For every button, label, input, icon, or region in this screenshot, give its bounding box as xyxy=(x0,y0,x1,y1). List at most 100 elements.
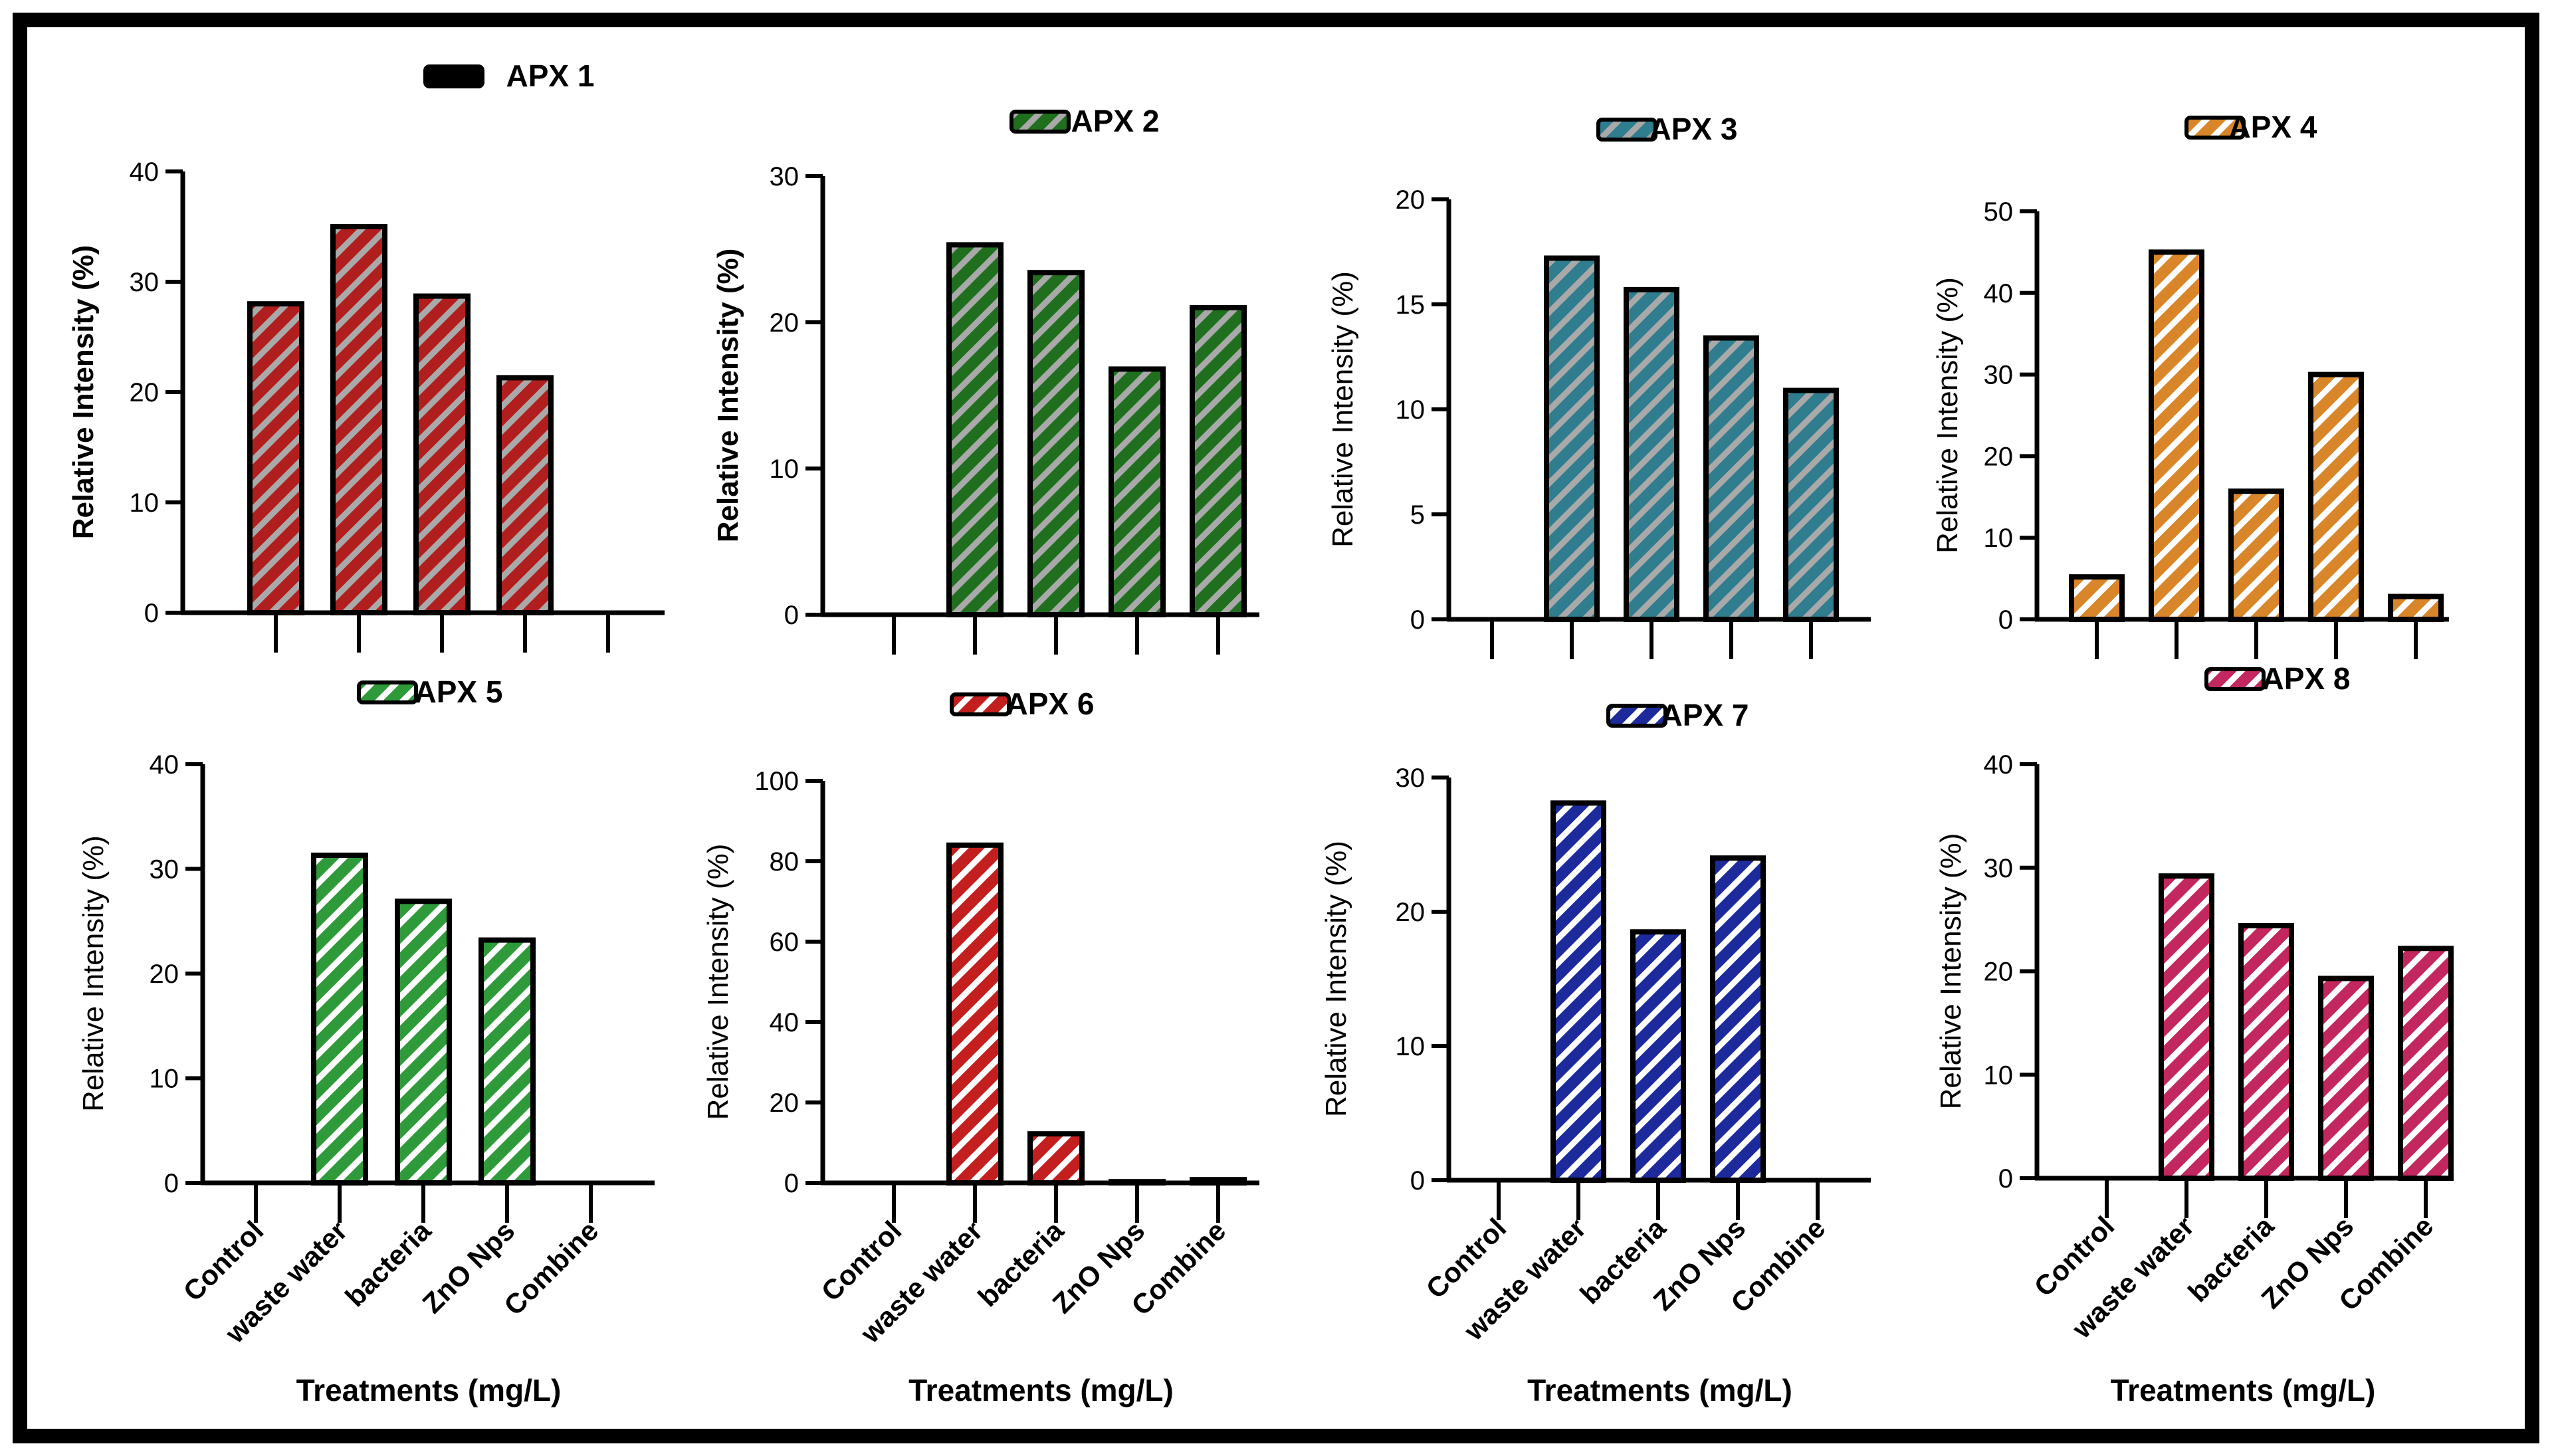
bar-waste-water xyxy=(946,842,1004,1186)
y-tick-label: 10 xyxy=(1396,395,1426,425)
y-tick-label: 10 xyxy=(1984,524,2014,553)
bar-combine xyxy=(2398,946,2454,1181)
chart-apx-2: APX 2 0 10 20 30 Relative Intensity (%) xyxy=(712,104,1259,655)
legend-swatch xyxy=(1596,118,1657,142)
y-tick-label: 10 xyxy=(1984,1061,2014,1090)
y-tick-label: 0 xyxy=(784,601,799,630)
y-tick-label: 0 xyxy=(1998,1164,2013,1194)
legend-swatch xyxy=(423,64,484,88)
bar-combine xyxy=(1783,387,1839,622)
y-tick-label: 20 xyxy=(1984,442,2014,471)
chart-title: APX 6 xyxy=(1006,686,1095,721)
y-tick-label: 40 xyxy=(1984,279,2014,308)
y-tick-label: 10 xyxy=(130,488,160,518)
y-tick-label: 30 xyxy=(150,855,179,884)
y-tick-label: 0 xyxy=(144,599,159,628)
bar-zno-nps xyxy=(1109,1179,1166,1186)
bar-control xyxy=(2069,574,2125,622)
bar-waste-water xyxy=(1550,800,1606,1183)
bar-waste-water xyxy=(311,853,368,1186)
y-axis-label: Relative Intensity (%) xyxy=(702,844,734,1120)
y-tick-label: 10 xyxy=(1396,1032,1426,1061)
y-tick-label: 100 xyxy=(754,767,799,796)
y-axis-label: Relative Intensity (%) xyxy=(67,245,100,540)
bar-zno-nps xyxy=(478,937,536,1186)
legend-swatch xyxy=(357,680,418,704)
x-axis-label: Treatments (mg/L) xyxy=(908,1373,1174,1407)
y-tick-label: 0 xyxy=(1410,605,1425,635)
y-tick-label: 40 xyxy=(770,1008,799,1037)
legend-swatch xyxy=(1010,110,1071,134)
bar-bacteria xyxy=(1027,270,1085,617)
bar-zno-nps xyxy=(496,375,554,615)
y-tick-label: 30 xyxy=(1984,361,2014,390)
y-tick-label: 40 xyxy=(150,750,179,780)
chart-title: APX 1 xyxy=(506,58,595,93)
y-tick-label: 60 xyxy=(770,928,799,957)
x-axis-label: Treatments (mg/L) xyxy=(1527,1373,1792,1407)
y-tick-label: 15 xyxy=(1396,290,1426,320)
bar-waste-water xyxy=(946,242,1004,617)
y-tick-label: 80 xyxy=(770,847,799,877)
bar-zno-nps xyxy=(1710,855,1766,1183)
y-tick-label: 30 xyxy=(1396,764,1426,793)
y-tick-label: 30 xyxy=(130,268,160,297)
y-tick-label: 30 xyxy=(770,162,799,191)
chart-title: APX 7 xyxy=(1661,698,1749,732)
bar-bacteria xyxy=(1624,286,1679,622)
bar-bacteria xyxy=(1027,1131,1085,1186)
y-tick-label: 20 xyxy=(1984,958,2014,987)
chart-title: APX 5 xyxy=(415,675,503,709)
chart-apx-4: APX 4 0 10 20 30 40 50 Relative Intensity (%) xyxy=(1931,110,2449,659)
y-axis-label: Relative Intensity (%) xyxy=(1935,833,1967,1110)
x-axis-label: Treatments (mg/L) xyxy=(296,1373,562,1407)
y-tick-label: 0 xyxy=(784,1169,799,1198)
y-tick-label: 0 xyxy=(1998,605,2013,635)
bar-zno-nps xyxy=(1703,335,1759,622)
bar-combine xyxy=(2388,593,2444,623)
chart-title: APX 4 xyxy=(2229,110,2317,144)
y-tick-label: 10 xyxy=(150,1065,179,1094)
y-tick-label: 10 xyxy=(770,455,799,484)
y-tick-label: 20 xyxy=(150,960,179,989)
bar-waste-water xyxy=(330,224,387,615)
legend-swatch xyxy=(950,692,1011,716)
y-tick-label: 20 xyxy=(130,378,160,407)
bar-combine xyxy=(1190,1177,1247,1186)
bar-waste-water xyxy=(2159,873,2214,1181)
y-tick-label: 30 xyxy=(1984,854,2014,883)
y-tick-label: 20 xyxy=(1396,898,1426,927)
bar-control xyxy=(247,301,304,615)
outer-frame xyxy=(13,13,2539,1443)
chart-title: APX 2 xyxy=(1071,104,1160,138)
bar-waste-water xyxy=(1544,255,1600,623)
y-axis-label: Relative Intensity (%) xyxy=(1320,841,1352,1117)
bar-zno-nps xyxy=(1109,366,1166,618)
chart-title: APX 3 xyxy=(1649,112,1738,146)
bar-bacteria xyxy=(395,898,452,1186)
legend-swatch xyxy=(2204,667,2266,691)
y-tick-label: 20 xyxy=(770,308,799,338)
bar-bacteria xyxy=(413,293,471,615)
bar-zno-nps xyxy=(2318,976,2374,1181)
chart-apx-3: APX 3 0 5 10 15 20 Relative Intensity (%) xyxy=(1327,112,1871,659)
y-tick-label: 0 xyxy=(164,1169,179,1198)
bar-zno-nps xyxy=(2308,371,2364,622)
y-axis-label: Relative Intensity (%) xyxy=(1327,271,1359,548)
legend-swatch xyxy=(1606,704,1667,728)
y-tick-label: 20 xyxy=(1396,185,1426,215)
bar-bacteria xyxy=(1630,929,1686,1184)
y-tick-label: 0 xyxy=(1410,1166,1425,1196)
y-axis-label: Relative Intensity (%) xyxy=(1931,277,1964,554)
y-tick-label: 50 xyxy=(1984,197,2014,227)
y-tick-label: 5 xyxy=(1410,500,1425,530)
chart-apx-1: APX 1 0 10 20 30 40 Relative Intensity (%) xyxy=(67,58,665,653)
y-axis-label: Relative Intensity (%) xyxy=(77,835,110,1112)
bar-bacteria xyxy=(2238,922,2294,1181)
y-tick-label: 40 xyxy=(1984,750,2014,780)
y-tick-label: 40 xyxy=(130,157,160,187)
chart-title: APX 8 xyxy=(2262,661,2351,696)
bar-combine xyxy=(1190,305,1247,617)
